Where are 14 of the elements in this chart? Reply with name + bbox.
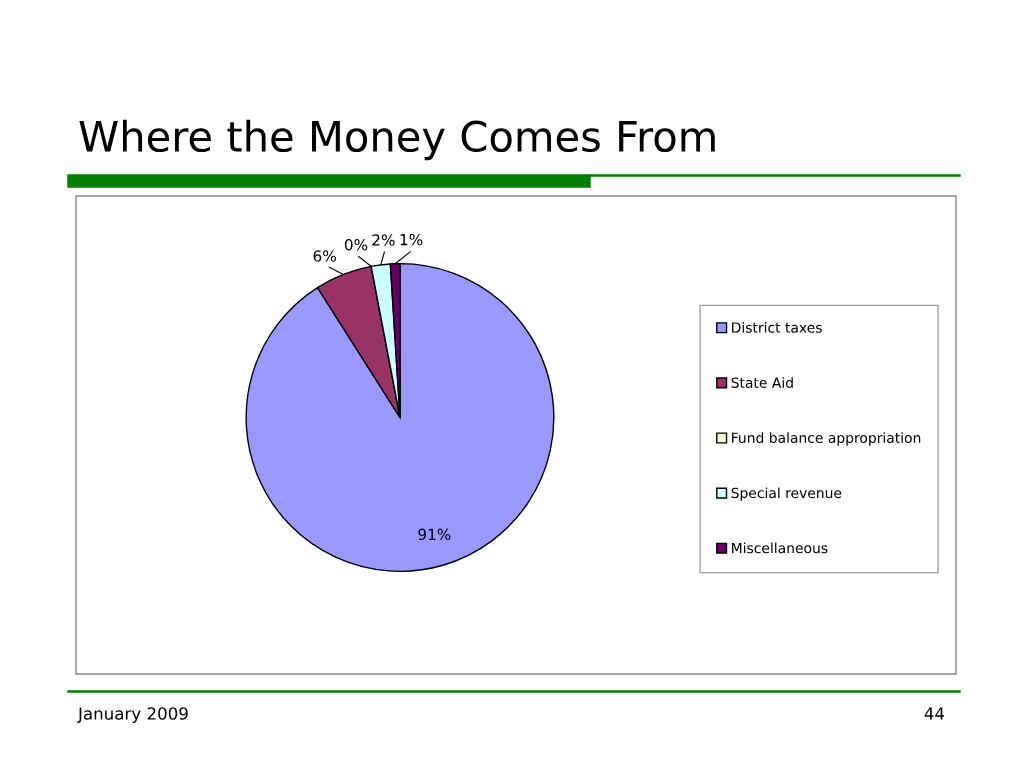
chart-title: Where the Money Comes From <box>79 119 715 161</box>
legend-label: Special revenue <box>731 487 842 501</box>
legend-label: Fund balance appropriation <box>732 432 921 446</box>
legend-label: State Aid <box>731 377 793 388</box>
text: January 2009 <box>77 707 188 724</box>
data-label: 2% <box>372 234 395 246</box>
legend-label: Miscellaneous <box>732 542 828 554</box>
legend-label: District taxes <box>732 322 822 333</box>
text: 44 <box>924 707 945 720</box>
pie-slice <box>245 262 555 573</box>
data-label: 1% <box>400 233 423 246</box>
data-label: 6% <box>313 250 336 262</box>
data-label: 91% <box>418 528 451 541</box>
text: 0% <box>344 239 368 251</box>
